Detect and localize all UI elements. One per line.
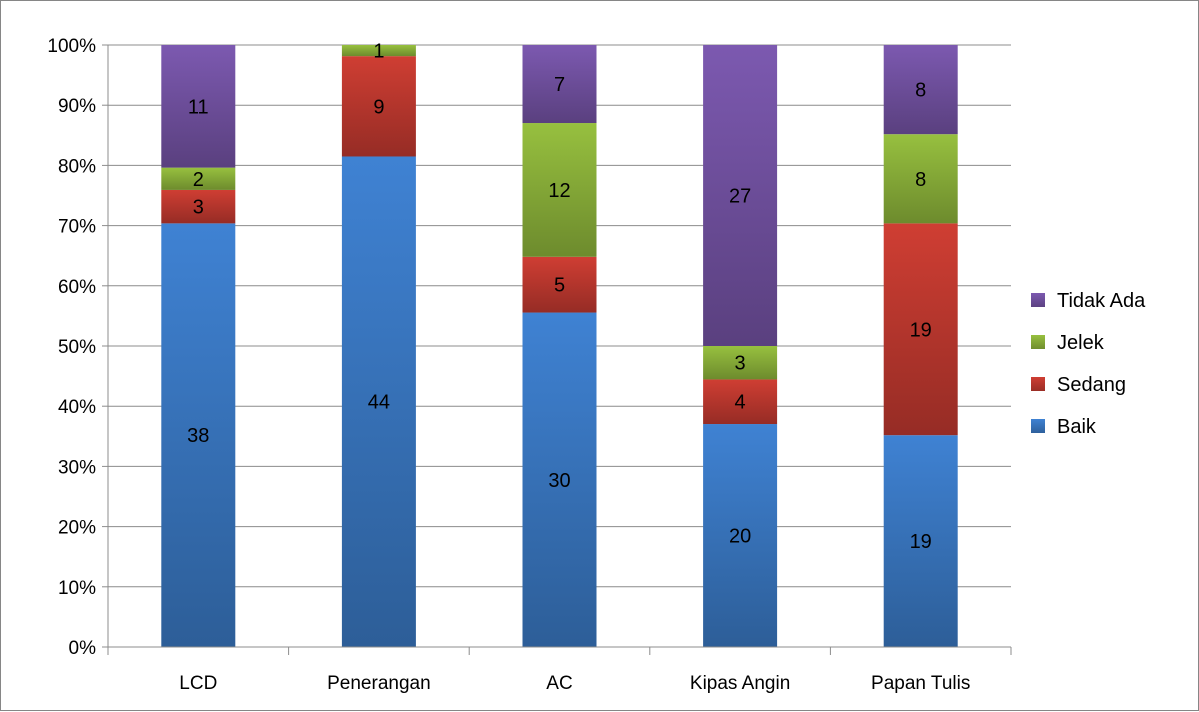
legend-label-baik: Baik xyxy=(1057,416,1097,438)
legend-item-jelek: Jelek xyxy=(1031,332,1105,354)
bars xyxy=(161,45,958,648)
x-tick-label-papan-tulis: Papan Tulis xyxy=(871,673,970,694)
bar-kipas-angin-baik xyxy=(703,424,778,647)
legend-label-jelek: Jelek xyxy=(1057,332,1105,354)
legend-swatch-sedang xyxy=(1031,377,1045,391)
data-label-lcd-sedang: 3 xyxy=(193,197,204,219)
y-tick-label: 0% xyxy=(69,638,97,659)
data-label-ac-sedang: 5 xyxy=(554,275,565,297)
bar-penerangan-sedang xyxy=(341,56,416,157)
data-label-kipas-angin-sedang: 4 xyxy=(735,392,746,414)
legend-swatch-tidak-ada xyxy=(1031,293,1045,307)
data-label-papan-tulis-jelek: 8 xyxy=(915,169,926,191)
legend-item-tidak-ada: Tidak Ada xyxy=(1031,290,1146,312)
x-axis-tick-labels: LCD Penerangan AC Kipas Angin Papan Tulis xyxy=(179,673,970,694)
data-labels: 38 3 2 11 44 9 1 30 5 12 7 20 4 3 27 19 19 8 8 xyxy=(187,41,932,554)
legend: Tidak Ada Jelek Sedang Baik xyxy=(1031,290,1146,438)
data-label-ac-tidak-ada: 7 xyxy=(554,74,565,96)
x-tick-label-lcd: LCD xyxy=(179,673,217,694)
y-tick-label: 20% xyxy=(58,518,96,539)
bar-papan-tulis-jelek xyxy=(883,134,958,224)
bar-lcd-baik xyxy=(161,223,236,648)
x-tick-label-kipas-angin: Kipas Angin xyxy=(690,673,790,694)
bar-lcd-sedang xyxy=(161,189,236,224)
data-label-lcd-tidak-ada: 11 xyxy=(188,96,209,118)
data-label-kipas-angin-tidak-ada: 27 xyxy=(729,186,751,208)
bar-kipas-angin-tidak-ada xyxy=(703,45,778,346)
legend-item-baik: Baik xyxy=(1031,416,1097,438)
bar-papan-tulis-sedang xyxy=(883,223,958,436)
y-tick-label: 100% xyxy=(47,36,96,57)
y-tick-label: 10% xyxy=(58,578,96,599)
legend-label-tidak-ada: Tidak Ada xyxy=(1057,290,1146,312)
bar-penerangan-baik xyxy=(341,156,416,647)
axes xyxy=(102,44,1012,655)
bar-lcd-jelek xyxy=(161,167,236,190)
x-tick-label-penerangan: Penerangan xyxy=(327,673,431,694)
data-label-papan-tulis-sedang: 19 xyxy=(910,319,932,341)
bar-ac-tidak-ada xyxy=(522,45,597,124)
legend-swatch-jelek xyxy=(1031,335,1045,349)
y-tick-label: 40% xyxy=(58,397,96,418)
y-tick-label: 50% xyxy=(58,337,96,358)
data-label-kipas-angin-jelek: 3 xyxy=(735,353,746,375)
data-label-lcd-baik: 38 xyxy=(187,425,209,447)
bar-penerangan-jelek xyxy=(341,45,416,57)
y-axis-tick-labels: 0% 10% 20% 30% 40% 50% 60% 70% 80% 90% 100% xyxy=(47,36,96,659)
y-tick-label: 60% xyxy=(58,277,96,298)
data-label-lcd-jelek: 2 xyxy=(193,169,204,191)
bar-kipas-angin-sedang xyxy=(703,379,778,425)
data-label-penerangan-sedang: 9 xyxy=(373,96,384,118)
bar-papan-tulis-tidak-ada xyxy=(883,45,958,135)
data-label-papan-tulis-tidak-ada: 8 xyxy=(915,80,926,102)
bar-lcd-tidak-ada xyxy=(161,45,236,168)
bar-papan-tulis-baik xyxy=(883,435,958,647)
bar-ac-jelek xyxy=(522,123,597,257)
y-tick-label: 30% xyxy=(58,457,96,478)
x-tick-label-ac: AC xyxy=(546,673,572,694)
bar-ac-sedang xyxy=(522,256,597,313)
data-label-kipas-angin-baik: 20 xyxy=(729,526,751,548)
legend-swatch-baik xyxy=(1031,419,1045,433)
bar-ac-baik xyxy=(522,312,597,647)
data-label-papan-tulis-baik: 19 xyxy=(910,531,932,553)
y-tick-label: 90% xyxy=(58,96,96,117)
y-tick-label: 70% xyxy=(58,217,96,238)
data-label-penerangan-jelek: 1 xyxy=(373,41,384,63)
data-label-ac-baik: 30 xyxy=(548,470,570,492)
data-label-ac-jelek: 12 xyxy=(548,180,570,202)
legend-label-sedang: Sedang xyxy=(1057,374,1126,396)
bar-kipas-angin-jelek xyxy=(703,346,778,380)
legend-item-sedang: Sedang xyxy=(1031,374,1126,396)
y-tick-label: 80% xyxy=(58,156,96,177)
data-label-penerangan-baik: 44 xyxy=(368,392,390,414)
